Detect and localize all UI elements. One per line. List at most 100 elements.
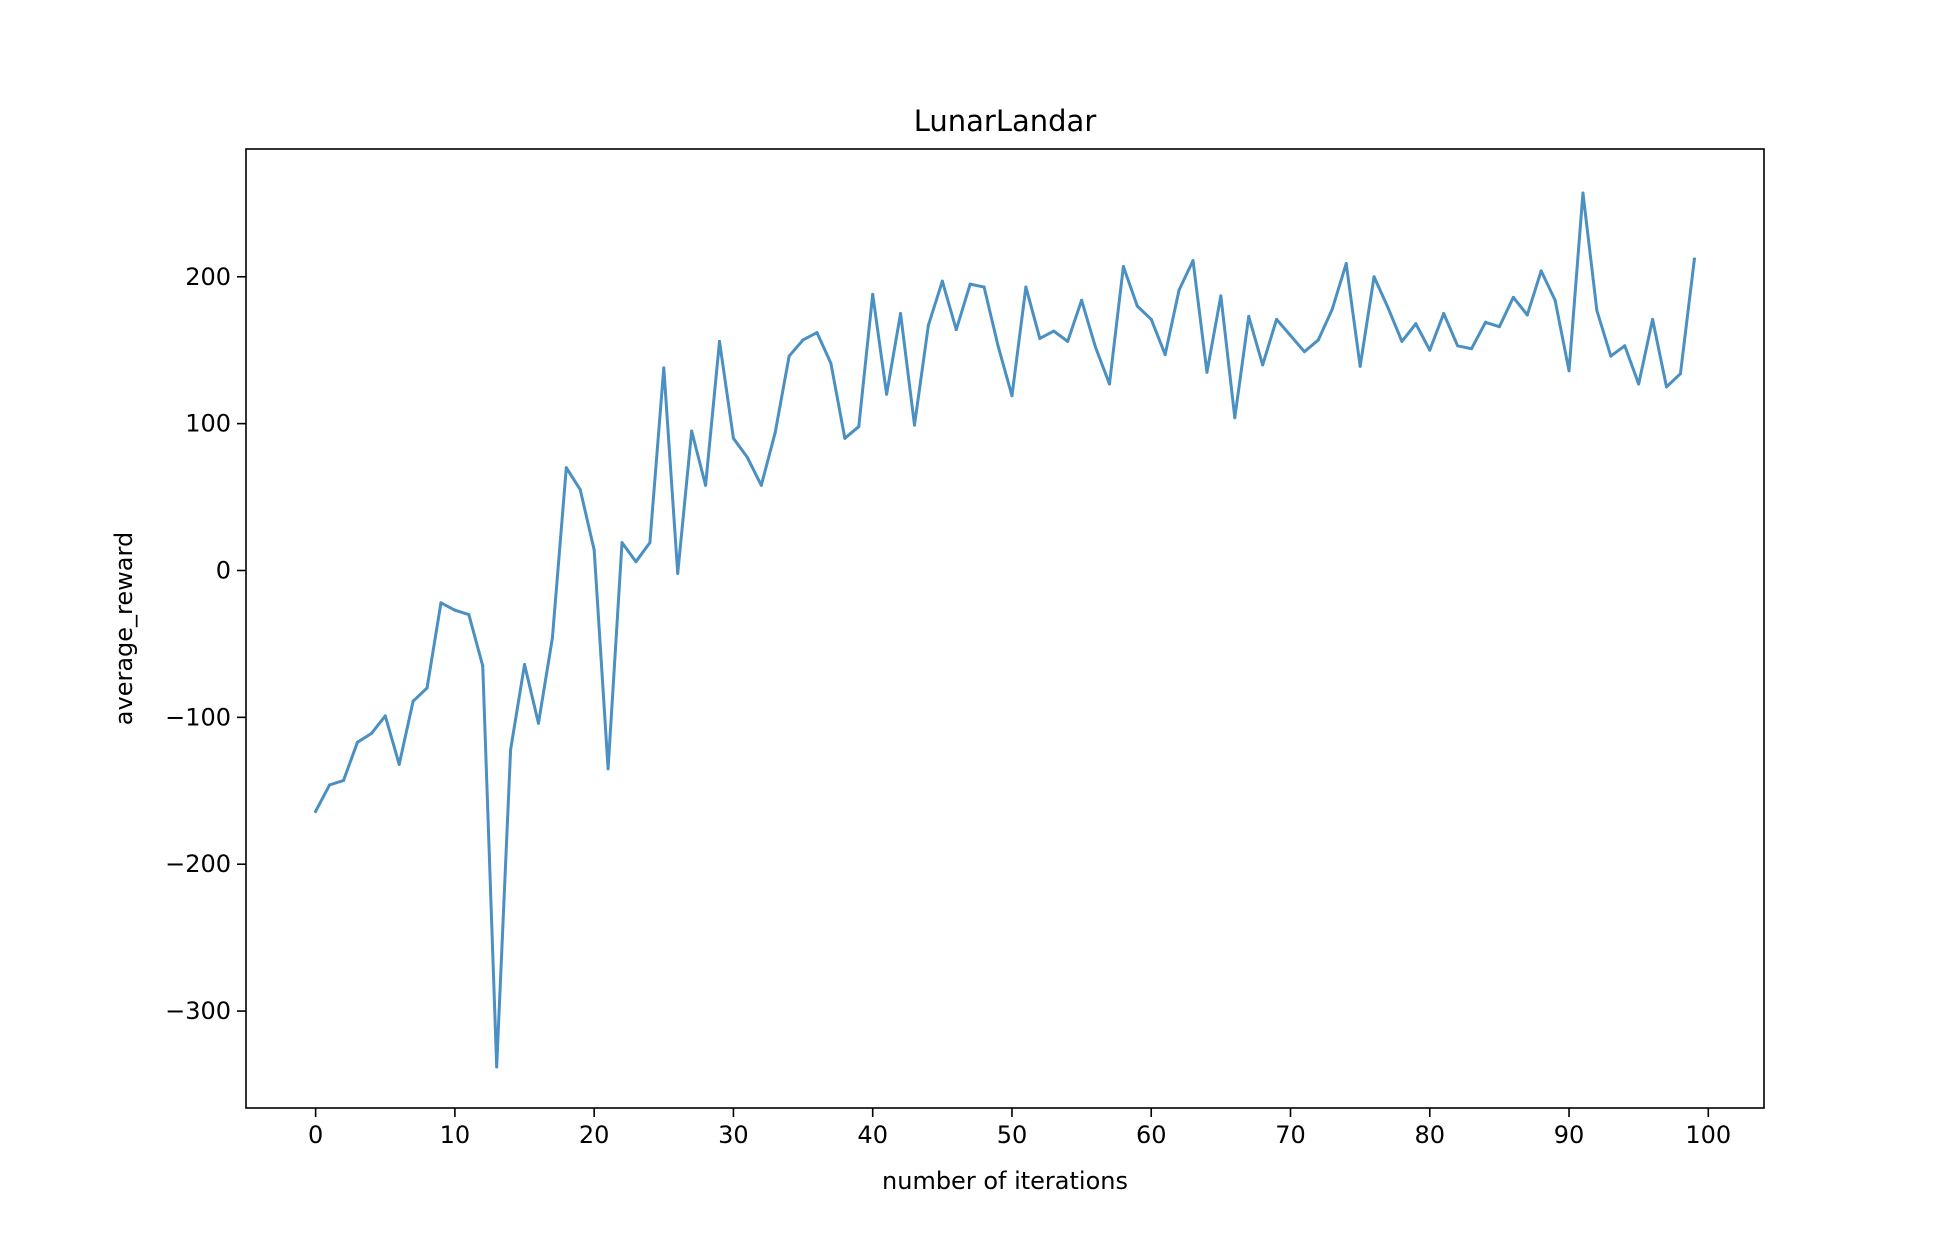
data-point <box>1275 317 1279 321</box>
data-point <box>731 436 735 440</box>
x-tick-label: 0 <box>308 1121 323 1149</box>
data-point <box>1289 334 1292 338</box>
data-point <box>1581 191 1585 195</box>
x-tick-label: 60 <box>1136 1121 1167 1149</box>
x-tick-label: 100 <box>1685 1121 1731 1149</box>
data-point <box>1344 262 1348 266</box>
data-point <box>1637 382 1641 386</box>
data-point <box>1038 336 1042 340</box>
data-point <box>314 809 318 813</box>
data-point <box>1177 288 1181 292</box>
data-point <box>968 282 972 286</box>
data-point <box>801 338 805 342</box>
plot-area-frame <box>245 148 1765 1109</box>
data-point <box>745 455 749 459</box>
data-point <box>1400 339 1404 343</box>
data-point <box>1261 363 1265 367</box>
data-point <box>1358 364 1362 368</box>
data-point <box>718 339 721 343</box>
x-tick-label: 90 <box>1554 1121 1585 1149</box>
data-point <box>843 436 847 440</box>
data-point <box>1623 344 1627 348</box>
data-point <box>759 483 763 487</box>
chart-title: LunarLandar <box>914 104 1097 138</box>
data-point <box>815 331 819 335</box>
data-point <box>1121 264 1125 268</box>
data-point <box>536 721 540 725</box>
data-point <box>773 430 777 434</box>
data-point <box>982 285 986 289</box>
data-point <box>1247 314 1251 318</box>
data-point <box>411 699 415 703</box>
data-point <box>954 328 958 332</box>
series-line-0 <box>313 191 1697 1069</box>
data-point <box>606 767 610 771</box>
data-point <box>1553 298 1557 302</box>
data-point <box>1302 350 1306 354</box>
data-point <box>1386 306 1390 310</box>
x-tick-label: 20 <box>579 1121 610 1149</box>
y-tick-label: −300 <box>165 997 231 1025</box>
x-axis-title: number of iterations <box>882 1167 1128 1195</box>
data-point <box>940 279 944 283</box>
data-point <box>383 714 387 718</box>
series-layer <box>313 191 1697 1069</box>
data-point <box>690 429 694 433</box>
data-point <box>996 344 1000 348</box>
data-point <box>648 541 652 545</box>
data-point <box>1107 382 1111 386</box>
data-point <box>1428 348 1432 352</box>
data-point <box>926 323 930 327</box>
data-point <box>829 361 833 365</box>
x-tick-label: 80 <box>1414 1121 1445 1149</box>
data-point <box>1525 313 1529 317</box>
data-point <box>704 483 708 487</box>
data-point <box>676 571 680 575</box>
data-point <box>1414 322 1418 326</box>
data-point <box>1372 275 1376 279</box>
y-axis-title: average_reward <box>110 532 138 725</box>
data-point <box>857 425 861 429</box>
data-point <box>1678 372 1682 376</box>
data-point <box>1539 269 1543 273</box>
y-tick-label: 200 <box>185 263 231 291</box>
data-point <box>871 292 875 296</box>
data-point <box>369 732 373 736</box>
data-point <box>523 662 527 666</box>
y-axis: −300 −200 −100 0 100 200 <box>165 263 246 1025</box>
data-point <box>1066 339 1070 343</box>
data-point <box>1442 311 1446 315</box>
data-point <box>1233 416 1237 420</box>
data-point <box>397 762 401 766</box>
data-point <box>1316 338 1320 342</box>
data-point <box>912 423 916 427</box>
data-point <box>592 548 596 552</box>
data-point <box>1052 329 1056 333</box>
data-point <box>1511 295 1515 299</box>
data-point <box>1191 259 1195 263</box>
data-point <box>1483 320 1487 324</box>
y-tick-label: 100 <box>185 410 231 438</box>
y-tick-label: −100 <box>165 703 231 731</box>
data-point <box>1149 317 1153 321</box>
data-point <box>885 392 889 396</box>
data-point <box>467 613 471 617</box>
data-point <box>328 783 332 787</box>
data-point <box>1010 394 1014 398</box>
data-point <box>1595 309 1599 313</box>
data-point <box>341 779 345 782</box>
data-point <box>787 354 791 358</box>
data-point <box>634 560 638 564</box>
data-point <box>620 541 624 545</box>
data-point <box>1609 354 1613 358</box>
data-point <box>355 740 359 744</box>
data-point <box>578 488 582 492</box>
x-tick-label: 50 <box>997 1121 1028 1149</box>
data-point <box>495 1065 499 1069</box>
data-point <box>899 311 903 315</box>
data-point <box>1330 307 1334 311</box>
data-point <box>1094 345 1098 349</box>
x-tick-label: 10 <box>440 1121 471 1149</box>
data-point <box>1135 304 1139 308</box>
